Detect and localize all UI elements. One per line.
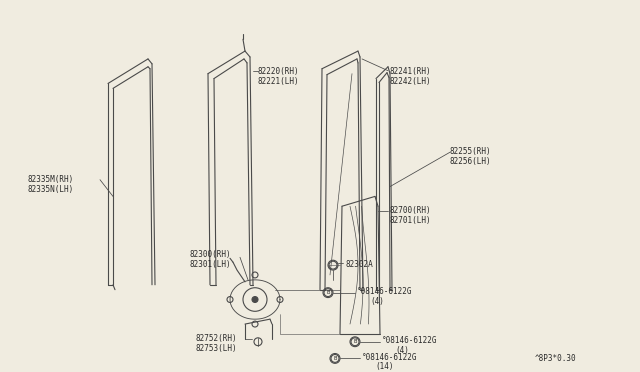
Circle shape — [351, 338, 359, 346]
Text: 82701(LH): 82701(LH) — [390, 216, 431, 225]
Circle shape — [252, 296, 258, 302]
Text: 82256(LH): 82256(LH) — [450, 157, 492, 166]
Text: 82302A: 82302A — [345, 260, 372, 269]
Text: 82752(RH): 82752(RH) — [195, 334, 237, 343]
Text: °08146-6122G: °08146-6122G — [357, 287, 413, 296]
Text: 82241(RH): 82241(RH) — [390, 67, 431, 76]
Circle shape — [331, 355, 339, 362]
Text: °08146-6122G: °08146-6122G — [382, 336, 438, 345]
Text: (4): (4) — [370, 296, 384, 305]
Text: 82700(RH): 82700(RH) — [390, 206, 431, 215]
Text: (4): (4) — [395, 346, 409, 355]
Text: 82221(LH): 82221(LH) — [258, 77, 300, 86]
Text: °08146-6122G: °08146-6122G — [362, 353, 417, 362]
Text: 82255(RH): 82255(RH) — [450, 147, 492, 156]
Text: 82220(RH): 82220(RH) — [258, 67, 300, 76]
Text: 82242(LH): 82242(LH) — [390, 77, 431, 86]
Text: ^8P3*0.30: ^8P3*0.30 — [535, 353, 577, 363]
Text: 82753(LH): 82753(LH) — [195, 344, 237, 353]
Text: B: B — [333, 356, 337, 361]
Text: 82300(RH): 82300(RH) — [190, 250, 232, 259]
Text: (14): (14) — [375, 362, 394, 371]
Circle shape — [329, 261, 337, 269]
Text: B: B — [353, 339, 356, 344]
Text: 82335M(RH): 82335M(RH) — [28, 175, 74, 184]
Text: 82301(LH): 82301(LH) — [190, 260, 232, 269]
Circle shape — [324, 289, 332, 296]
Text: B: B — [326, 290, 330, 295]
Text: 82335N(LH): 82335N(LH) — [28, 185, 74, 193]
